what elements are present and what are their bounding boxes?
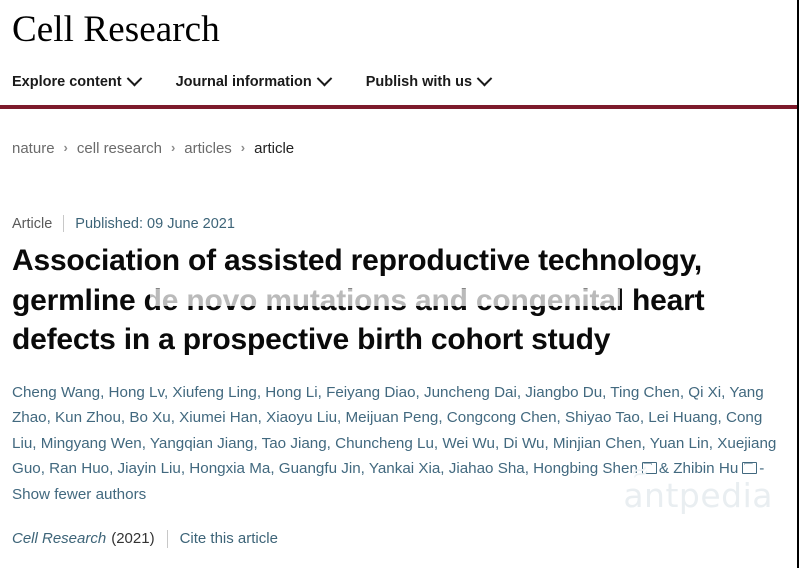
author-names[interactable]: Cheng Wang, Hong Lv, Xiufeng Ling, Hong … bbox=[12, 383, 777, 478]
chevron-down-icon bbox=[476, 70, 493, 87]
page-title: Association of assisted reproductive tec… bbox=[12, 244, 705, 357]
main-navigation: Explore content Journal information Publ… bbox=[0, 58, 797, 109]
envelope-icon[interactable] bbox=[641, 462, 657, 475]
citation-line: Cell Research (2021) Cite this article bbox=[12, 529, 785, 548]
author-name-zhibin-hu[interactable]: Zhibin Hu bbox=[673, 460, 739, 478]
author-ampersand: & bbox=[658, 460, 670, 478]
nav-item-journal-information[interactable]: Journal information bbox=[175, 70, 333, 90]
citation-year: (2021) bbox=[111, 530, 155, 548]
chevron-down-icon bbox=[316, 70, 333, 87]
breadcrumb-item-articles[interactable]: articles bbox=[184, 140, 232, 157]
nav-item-label: Publish with us bbox=[365, 73, 473, 90]
nav-item-label: Journal information bbox=[175, 73, 312, 90]
journal-masthead: Cell Research bbox=[0, 0, 797, 58]
envelope-icon[interactable] bbox=[742, 462, 758, 475]
citation-journal-name: Cell Research bbox=[12, 530, 107, 548]
article-content: nature › cell research › articles › arti… bbox=[0, 109, 797, 548]
breadcrumb-item-article: article bbox=[254, 140, 295, 157]
citation-divider bbox=[166, 529, 168, 548]
cite-this-article-link[interactable]: Cite this article bbox=[179, 530, 278, 548]
breadcrumb-item-nature[interactable]: nature bbox=[12, 140, 55, 157]
nav-item-explore-content[interactable]: Explore content bbox=[12, 70, 142, 90]
breadcrumb-separator-icon: › bbox=[170, 140, 176, 155]
breadcrumb-separator-icon: › bbox=[63, 140, 68, 155]
nav-item-publish-with-us[interactable]: Publish with us bbox=[365, 70, 493, 90]
chevron-down-icon bbox=[126, 70, 142, 87]
article-meta: Article Published: 09 June 2021 bbox=[12, 215, 785, 232]
nav-item-label: Explore content bbox=[12, 73, 122, 90]
journal-title[interactable]: Cell Research bbox=[12, 8, 220, 50]
show-fewer-authors-button[interactable]: -Show fewer authors bbox=[12, 460, 765, 503]
article-type-label: Article bbox=[12, 215, 53, 232]
breadcrumb-separator-icon: › bbox=[240, 140, 246, 155]
breadcrumb: nature › cell research › articles › arti… bbox=[12, 109, 785, 157]
meta-divider bbox=[63, 215, 65, 232]
breadcrumb-item-cell-research[interactable]: cell research bbox=[76, 140, 162, 157]
article-published-date: Published: 09 June 2021 bbox=[75, 215, 235, 232]
author-list: Cheng Wang, Hong Lv, Xiufeng Ling, Hong … bbox=[12, 380, 785, 508]
